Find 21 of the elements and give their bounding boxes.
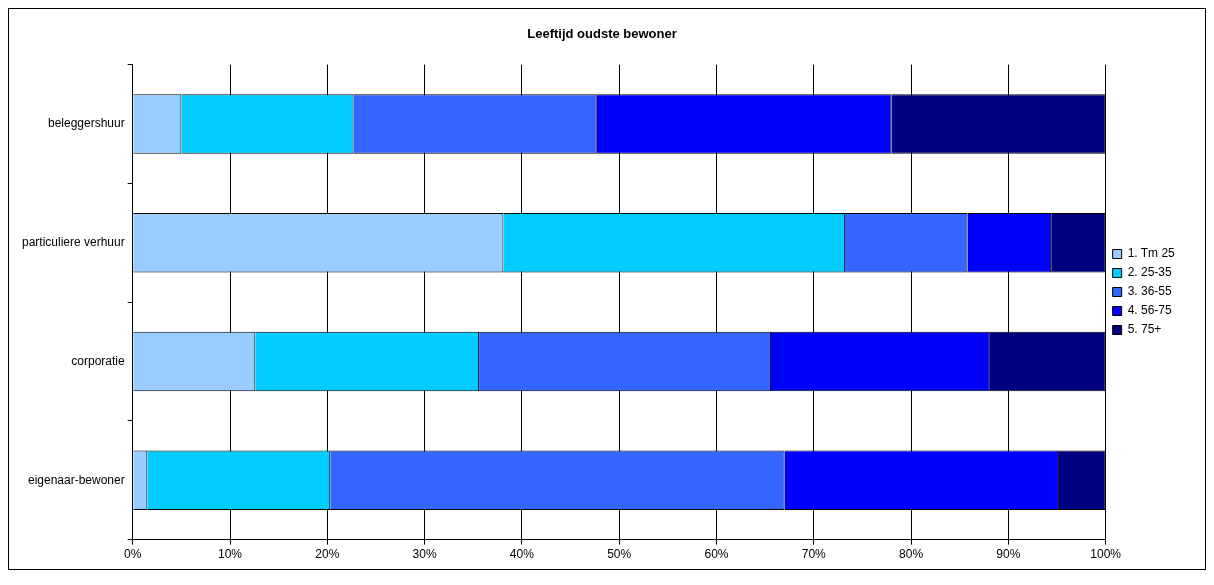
x-tick-label: 60% <box>704 547 729 562</box>
x-tick-label: 90% <box>996 547 1021 562</box>
y-tick-label: particuliere verhuur <box>22 235 125 250</box>
x-tick-label: 30% <box>412 547 437 562</box>
x-tick-label: 50% <box>607 547 632 562</box>
x-tick-label: 40% <box>509 547 535 562</box>
y-tick-label: beleggershuur <box>47 116 125 131</box>
legend-label: 3. 36-55 <box>1127 284 1173 299</box>
legend-label: 5. 75+ <box>1127 322 1162 337</box>
legend-label: 2. 25-35 <box>1127 265 1173 280</box>
x-tick-label: 80% <box>899 547 924 562</box>
chart-title: Leeftijd oudste bewoner <box>527 26 677 42</box>
x-tick-label: 20% <box>315 547 340 562</box>
y-tick-label: eigenaar-bewoner <box>27 472 125 487</box>
x-tick-label: 100% <box>1090 547 1122 562</box>
x-tick-label: 10% <box>217 547 243 562</box>
x-tick-label: 0% <box>124 547 142 562</box>
x-tick-label: 70% <box>801 547 827 562</box>
legend-label: 4. 56-75 <box>1127 303 1173 318</box>
y-tick-label: corporatie <box>71 353 126 368</box>
legend-label: 1. Tm 25 <box>1127 246 1176 261</box>
